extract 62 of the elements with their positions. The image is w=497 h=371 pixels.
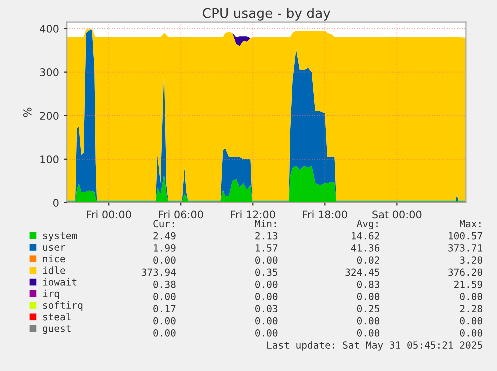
legend-label: system — [43, 232, 78, 242]
legend-label: steal — [43, 313, 71, 321]
text: 0.00 — [357, 317, 380, 325]
text: 0.00 — [256, 293, 278, 300]
text: Max: — [460, 220, 481, 228]
x-tick-label: Fri 06:00 — [159, 210, 204, 219]
text: 1.57 — [256, 244, 278, 252]
text: 0.00 — [460, 317, 482, 325]
y-tick-label: 400 — [40, 25, 59, 33]
text: 0.03 — [256, 305, 278, 313]
legend-label: idle — [43, 266, 66, 274]
text: 1.99 — [154, 244, 176, 252]
text: 0.00 — [256, 317, 278, 325]
text: 100.57 — [449, 232, 482, 240]
text: 0.25 — [357, 305, 380, 313]
text: Min: — [255, 220, 276, 228]
y-tick-label: 0 — [54, 199, 59, 208]
text: 0.38 — [154, 280, 176, 288]
legend-label: guest — [43, 325, 71, 334]
text: 14.62 — [352, 232, 380, 240]
text: Cur: — [154, 220, 174, 228]
text: 0.00 — [154, 256, 176, 264]
text: 0.00 — [154, 293, 176, 300]
text: 0.00 — [460, 293, 482, 300]
text: 2.49 — [154, 232, 176, 240]
legend-label: nice — [43, 255, 66, 263]
x-tick-label: Fri 12:00 — [231, 210, 276, 219]
y-tick-label: 300 — [40, 68, 59, 76]
x-tick-label: Sat 00:00 — [372, 210, 422, 219]
legend-label: softirq — [43, 302, 83, 311]
text: 0.35 — [256, 268, 278, 276]
y-axis-title: % — [23, 108, 32, 118]
text: 0.00 — [256, 280, 278, 288]
text: 41.36 — [351, 244, 380, 252]
y-tick-label: 100 — [40, 156, 59, 164]
text: 21.59 — [454, 280, 482, 288]
x-tick-label: Fri 00:00 — [87, 210, 132, 219]
legend-label: irq — [43, 290, 60, 300]
text: 0.00 — [357, 293, 380, 300]
x-tick-label: Fri 18:00 — [303, 210, 348, 219]
text: 2.28 — [460, 305, 482, 313]
text: 0.00 — [256, 329, 278, 337]
legend-label: user — [43, 245, 66, 252]
text: 3.20 — [460, 256, 482, 264]
text: 2.13 — [256, 232, 278, 240]
chart-title: CPU usage - by day — [203, 8, 331, 21]
text: 0.83 — [357, 280, 380, 288]
text: 0.00 — [357, 329, 380, 337]
text: Avg: — [356, 220, 378, 230]
text: 0.00 — [154, 329, 176, 337]
text: 0.17 — [154, 305, 176, 313]
legend-label: iowait — [43, 278, 77, 286]
text: 373.94 — [142, 268, 176, 276]
text: 0.00 — [460, 329, 482, 337]
text: Last update: Sat May 31 05:45:21 2025 — [268, 341, 482, 351]
text: 324.45 — [346, 268, 380, 276]
text: 0.02 — [357, 256, 380, 264]
text: 0.00 — [154, 317, 176, 325]
text: 373.71 — [448, 244, 482, 252]
text: 376.20 — [448, 268, 482, 276]
y-tick-label: 200 — [40, 112, 59, 120]
text: 0.00 — [256, 256, 278, 264]
